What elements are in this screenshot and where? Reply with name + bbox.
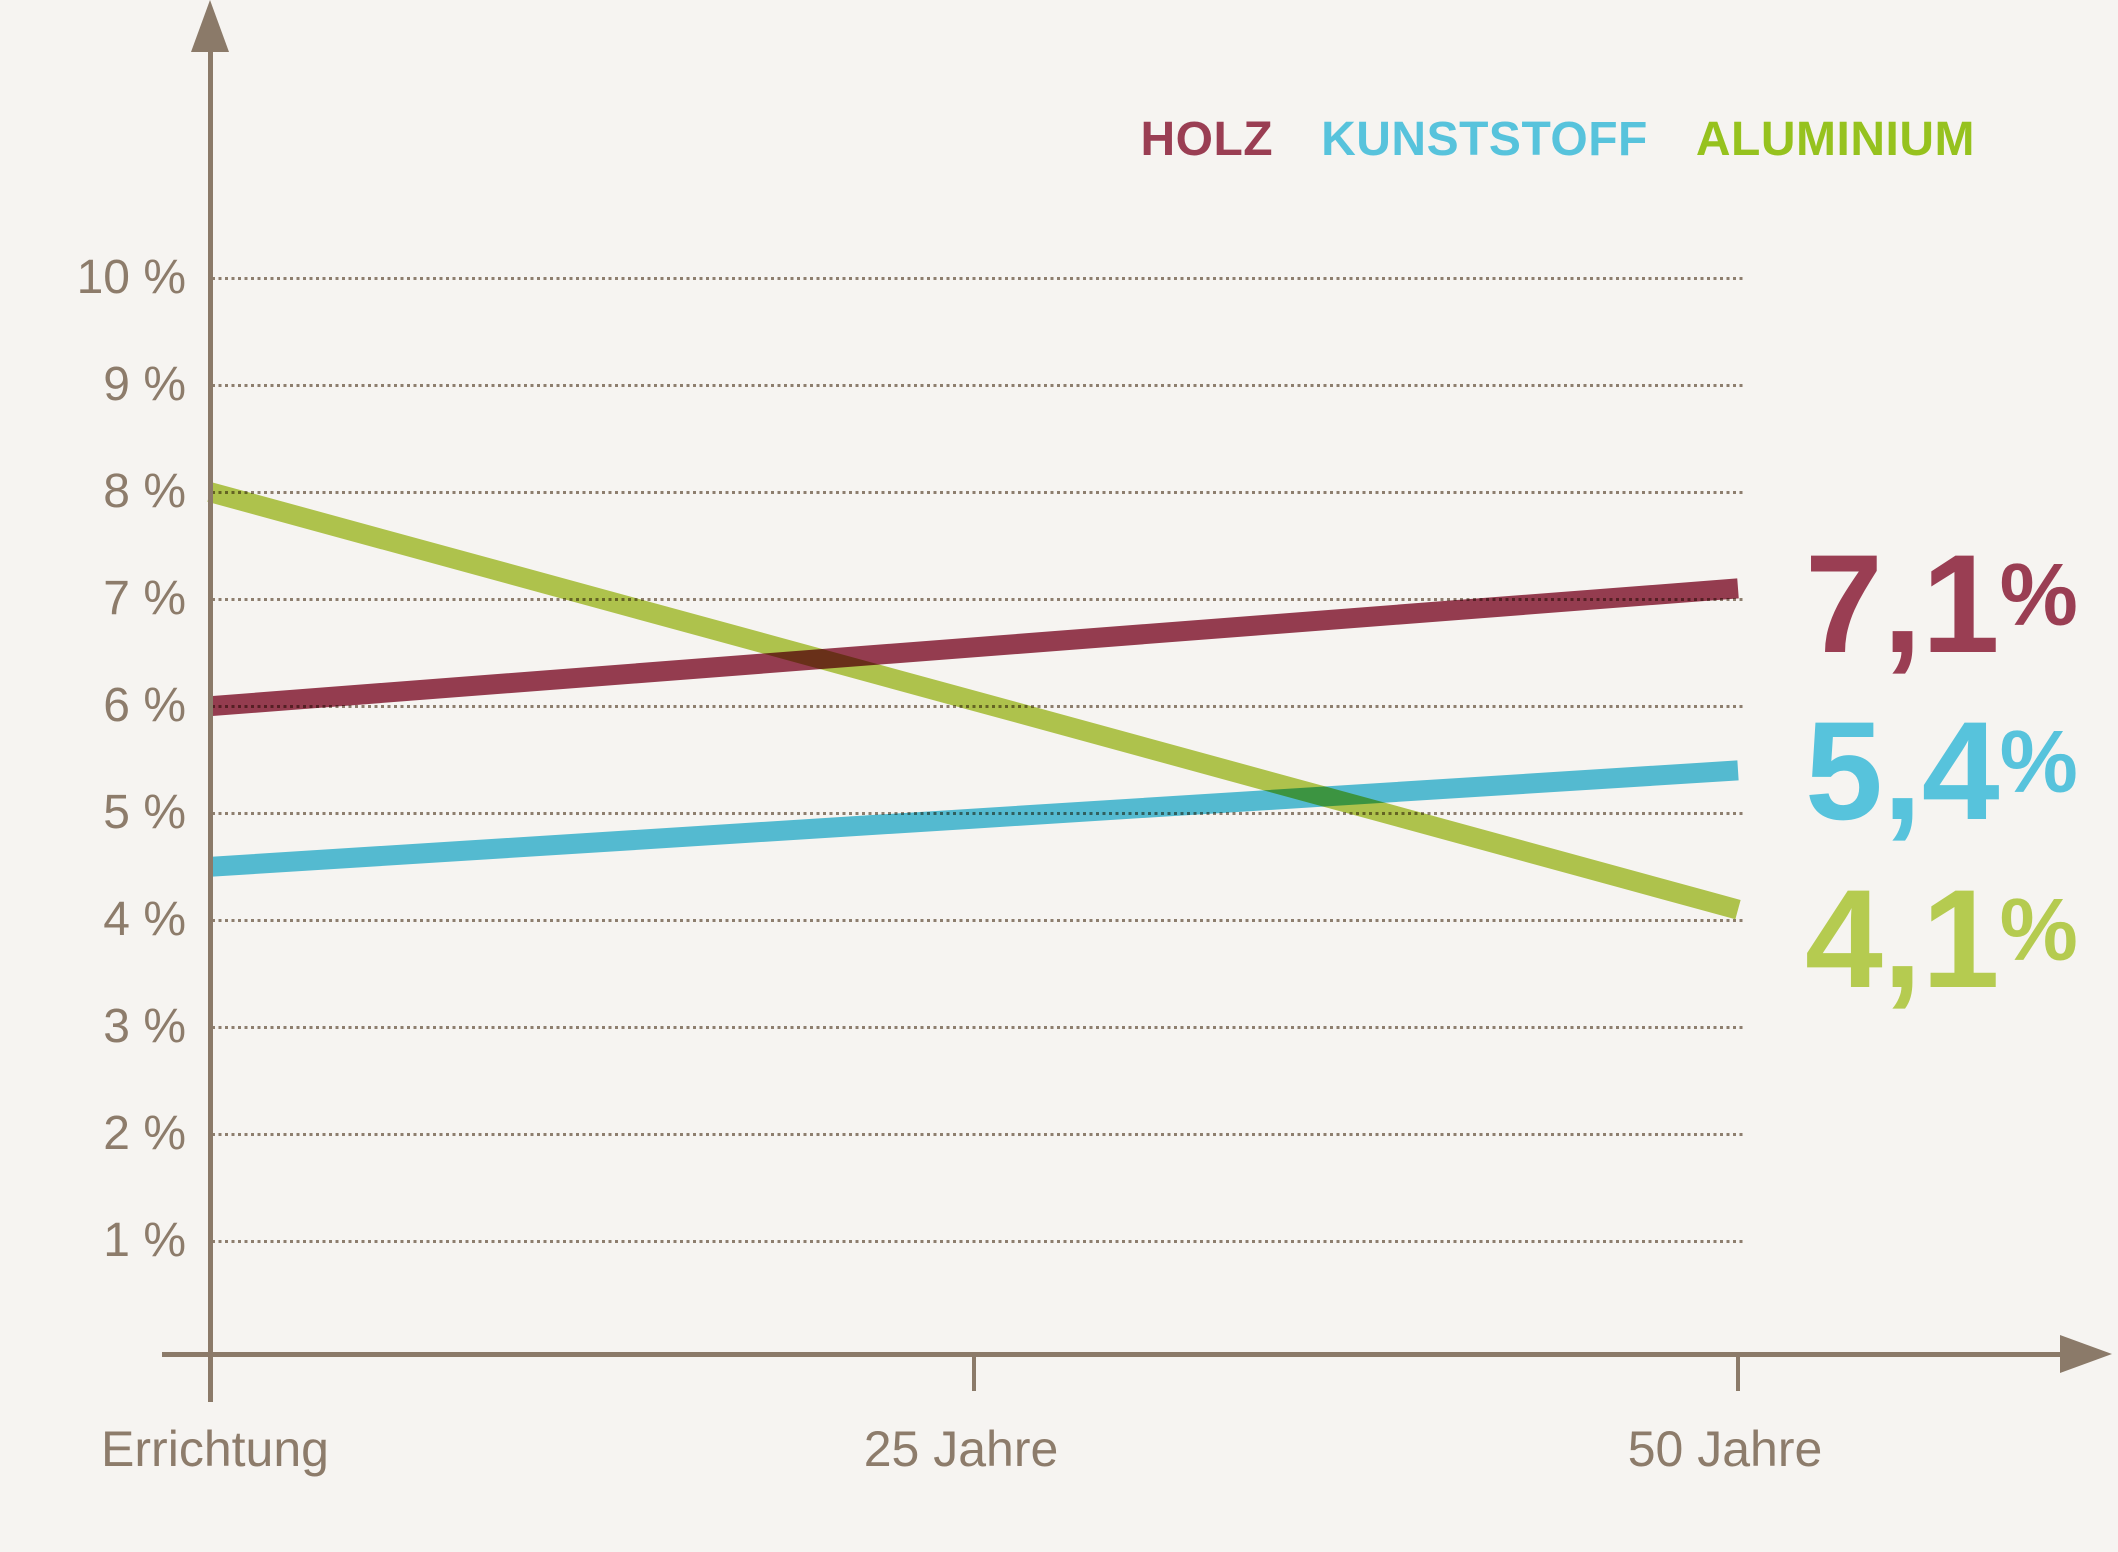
line-aluminium xyxy=(207,482,1741,920)
x-axis-arrow-icon xyxy=(2060,1335,2112,1373)
y-tick-label-4: 4 % xyxy=(103,893,186,947)
y-tick-label-5: 5 % xyxy=(103,786,186,840)
y-tick-label-6: 6 % xyxy=(103,679,186,733)
x-tick-label-2: 50 Jahre xyxy=(1627,1421,1823,1477)
value-percent-sign: % xyxy=(1999,880,2078,979)
gridline-2 xyxy=(212,1132,1746,1136)
y-tick-label-3: 3 % xyxy=(103,1000,186,1054)
gridline-9 xyxy=(212,383,1746,387)
gridline-10 xyxy=(212,276,1746,280)
legend-item-kunststoff: KUNSTSTOFF xyxy=(1321,113,1648,166)
y-tick-label-1: 1 % xyxy=(103,1214,186,1268)
x-tick-label-0: Errichtung xyxy=(101,1421,329,1477)
legend-item-holz: HOLZ xyxy=(1140,113,1274,166)
line-holz xyxy=(209,578,1739,717)
x-tick-2 xyxy=(1736,1354,1740,1391)
y-tick-label-8: 8 % xyxy=(103,465,186,519)
value-label-aluminium: 4,1% xyxy=(1805,855,2078,1014)
y-tick-label-10: 10 % xyxy=(76,251,186,304)
y-axis-arrow-icon xyxy=(191,0,229,52)
x-tick-label-1: 25 Jahre xyxy=(863,1421,1059,1477)
gridline-1 xyxy=(212,1239,1746,1243)
value-number: 4,1 xyxy=(1805,860,2000,1017)
legend: HOLZ KUNSTSTOFF ALUMINIUM xyxy=(1140,112,1975,167)
y-tick-label-2: 2 % xyxy=(103,1107,186,1161)
x-tick-1 xyxy=(972,1354,976,1391)
value-percent-sign: % xyxy=(1999,712,2078,811)
y-tick-label-7: 7 % xyxy=(103,572,186,626)
value-label-kunststoff: 5,4% xyxy=(1805,687,2078,846)
y-axis xyxy=(208,40,213,1402)
value-label-holz: 7,1% xyxy=(1805,520,2078,679)
value-number: 5,4 xyxy=(1805,692,2000,849)
x-axis xyxy=(162,1352,2062,1357)
gridline-8 xyxy=(212,490,1746,494)
y-tick-label-9: 9 % xyxy=(103,358,186,412)
value-percent-sign: % xyxy=(1999,545,2078,644)
gridline-7 xyxy=(212,597,1746,601)
legend-item-aluminium: ALUMINIUM xyxy=(1695,113,1975,166)
gridline-4 xyxy=(212,918,1746,922)
value-number: 7,1 xyxy=(1805,525,2000,682)
gridline-3 xyxy=(212,1025,1746,1029)
line-kunststoff xyxy=(209,760,1739,877)
